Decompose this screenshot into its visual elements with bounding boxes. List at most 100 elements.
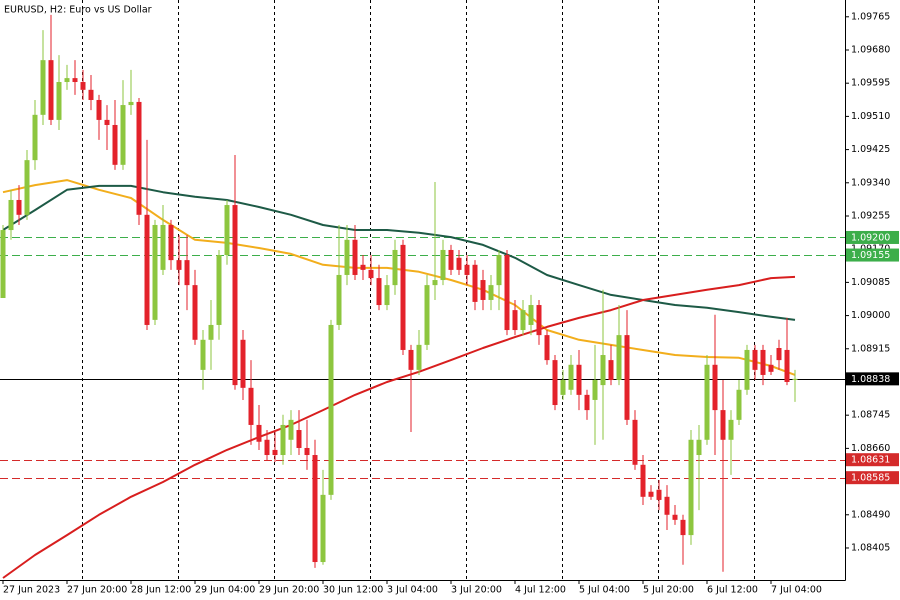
candle-body [600,355,606,386]
y-tick-label: 1.09425 [851,144,890,155]
candle-body [144,214,150,325]
candle-body [320,494,326,563]
candle-body [200,339,206,370]
chart-title: EURUSD, H2: Euro vs US Dollar [4,5,152,16]
x-tick-label: 7 Jul 04:00 [771,585,822,596]
x-tick-label: 6 Jul 12:00 [707,585,758,596]
candle-body [736,389,742,420]
y-tick-label: 1.09510 [851,111,890,122]
y-tick-label: 1.08745 [851,410,890,421]
price-box-label: 1.08585 [851,473,890,484]
candle-body [688,439,694,536]
x-tick-label: 3 Jul 20:00 [451,585,502,596]
candle-body [632,419,638,465]
candle-body [440,249,446,281]
candle-body [376,278,382,306]
candle-body [104,119,110,125]
candle-body [208,324,214,340]
candle-body [544,335,550,361]
candle-body [96,99,102,120]
levels-layer [0,237,845,479]
candle-body [336,274,342,325]
candle-body [360,264,366,270]
candle-body [776,348,782,361]
x-tick-label: 5 Jul 20:00 [643,585,694,596]
candle-body [560,380,566,395]
candle-layer [0,14,798,572]
candle-body [304,447,310,456]
candle-body [80,82,86,90]
y-tick-label: 1.09085 [851,277,890,288]
candle-body [112,124,118,165]
price-box [846,372,899,386]
candle-body [56,82,62,120]
candle-body [488,285,494,300]
candle-body [456,257,462,270]
candle-body [400,244,406,350]
moving-average [2,184,796,321]
y-tick-label: 1.09000 [851,310,890,321]
candle-body [176,260,182,270]
candle-body [8,199,14,231]
candle-body [744,349,750,390]
candle-body [536,305,542,336]
price-box-label: 1.09200 [851,232,890,243]
candle-body [392,249,398,286]
candle-body [728,419,734,440]
candle-body [48,60,54,120]
candle-body [384,285,390,306]
candle-body [520,310,526,331]
candle-body [40,60,46,115]
candle-body [352,239,358,275]
candle-body [344,239,350,275]
candle-body [640,464,646,497]
y-tick-label: 1.09765 [851,11,890,22]
candle-body [240,339,246,388]
candle-body [224,205,230,256]
x-tick-label: 5 Jul 04:00 [579,585,630,596]
candle-body [504,255,510,331]
candle-body [288,419,294,440]
candle-body [704,364,710,440]
candle-body [568,364,574,390]
price-box [846,248,899,262]
candle-body [368,269,374,279]
candle-body [424,285,430,345]
candle-body [72,78,78,83]
candle-body [168,224,174,261]
price-box-label: 1.08631 [851,455,890,466]
candle-body [712,364,718,411]
candle-body [256,424,262,442]
candle-body [216,255,222,325]
candle-body [232,205,238,386]
price-box [846,453,899,467]
candle-body [272,449,278,456]
candle-body [480,280,486,300]
candle-body [528,305,534,325]
x-tick-label: 29 Jun 20:00 [259,585,319,596]
candle-body [136,101,142,215]
candle-body [264,439,270,456]
y-tick-label: 1.09255 [851,210,890,221]
candle-body [24,160,30,215]
x-tick-label: 29 Jun 04:00 [195,585,255,596]
candle-body [552,360,558,406]
price-box [846,230,899,244]
moving-average [2,275,796,579]
candle-body [680,519,686,536]
price-box-label: 1.08838 [851,374,890,385]
candle-body [432,280,438,286]
candle-body [312,455,318,563]
candle-body [64,78,70,83]
candle-body [672,514,678,520]
candle-body [512,310,518,331]
candle-body [88,89,94,100]
x-tick-label: 27 Jun 20:00 [67,585,127,596]
candle-body [616,335,622,381]
y-tick-label: 1.09680 [851,44,890,55]
candle-body [0,230,6,299]
candle-body [768,364,774,372]
candle-body [192,285,198,340]
